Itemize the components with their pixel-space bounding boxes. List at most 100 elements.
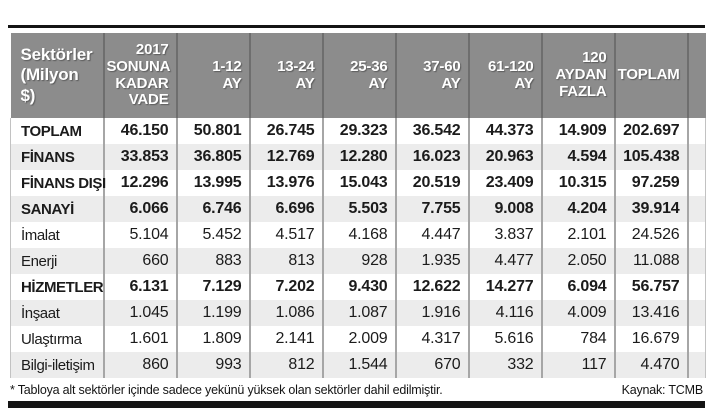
cell-value: 11.088 [613, 248, 688, 274]
table-header-row: Sektörler (Milyon $) 2017 SONUNA KADAR VA… [10, 33, 706, 118]
cell-value: 2.050 [540, 248, 615, 274]
cell-value: 105.438 [613, 144, 688, 170]
cell-value: 1.199 [175, 300, 250, 326]
bottom-rule [8, 401, 705, 408]
table-row: İmalat 5.104 5.452 4.517 4.168 4.447 3.837 2.10… [10, 222, 706, 248]
cell-value: 6.131 [102, 274, 177, 300]
table-body: TOPLAM 46.150 50.801 26.745 29.323 36.542 44.3… [10, 118, 706, 378]
cell-value: 14.277 [467, 274, 542, 300]
row-label: SANAYİ [10, 196, 104, 222]
cell-value: 3.837 [467, 222, 542, 248]
cell-value: 9.430 [321, 274, 396, 300]
cell-value: 50.801 [175, 118, 250, 144]
row-label: HİZMETLER [10, 274, 104, 300]
cell-value: 883 [175, 248, 250, 274]
row-label: FİNANS [10, 144, 104, 170]
cell-value: 12.769 [248, 144, 323, 170]
table-row: Ulaştırma 1.601 1.809 2.141 2.009 4.317 5.616 7… [10, 326, 706, 352]
cell-value: 4.477 [467, 248, 542, 274]
column-header-4: 25-36 AY [321, 33, 396, 118]
table-row: FİNANS 33.853 36.805 12.769 12.280 16.023 20.9… [10, 144, 706, 170]
cell-value: 5.104 [102, 222, 177, 248]
cell-value: 5.503 [321, 196, 396, 222]
cell-value: 1.935 [394, 248, 469, 274]
table-row: Enerji 660 883 813 928 1.935 4.477 2.050 11.088 [10, 248, 706, 274]
cell-value: 1.544 [321, 352, 396, 378]
row-filler [686, 274, 706, 300]
cell-value: 1.601 [102, 326, 177, 352]
cell-value: 97.259 [613, 170, 688, 196]
footnote-text: * Tabloya alt sektörler içinde sadece ye… [10, 383, 443, 397]
row-label: İnşaat [10, 300, 104, 326]
cell-value: 26.745 [248, 118, 323, 144]
row-filler [686, 170, 706, 196]
column-header-6: 61-120 AY [467, 33, 542, 118]
row-label: FİNANS DIŞI [10, 170, 106, 196]
cell-value: 36.805 [175, 144, 250, 170]
table-row: FİNANS DIŞI 12.296 13.995 13.976 15.043 20.51… [10, 170, 706, 196]
column-header-2: 1-12 AY [175, 33, 250, 118]
cell-value: 4.168 [321, 222, 396, 248]
row-label: Ulaştırma [10, 326, 104, 352]
header-filler [686, 33, 706, 118]
column-header-5: 37-60 AY [394, 33, 469, 118]
cell-value: 2.101 [540, 222, 615, 248]
cell-value: 39.914 [613, 196, 688, 222]
table-row: İnşaat 1.045 1.199 1.086 1.087 1.916 4.116 4.00… [10, 300, 706, 326]
cell-value: 6.696 [248, 196, 323, 222]
cell-value: 14.909 [540, 118, 615, 144]
cell-value: 1.086 [248, 300, 323, 326]
cell-value: 7.755 [394, 196, 469, 222]
column-header-8: TOPLAM [613, 33, 688, 118]
cell-value: 4.009 [540, 300, 615, 326]
row-label: Bilgi-iletişim [10, 352, 104, 378]
cell-value: 117 [540, 352, 615, 378]
cell-value: 20.519 [394, 170, 469, 196]
cell-value: 812 [248, 352, 323, 378]
cell-value: 1.809 [175, 326, 250, 352]
cell-value: 13.416 [613, 300, 688, 326]
cell-value: 23.409 [467, 170, 542, 196]
cell-value: 784 [540, 326, 615, 352]
row-filler [686, 222, 706, 248]
row-filler [686, 352, 706, 378]
cell-value: 44.373 [467, 118, 542, 144]
cell-value: 6.094 [540, 274, 615, 300]
row-filler [686, 248, 706, 274]
row-filler [686, 300, 706, 326]
cell-value: 13.976 [248, 170, 323, 196]
cell-value: 24.526 [613, 222, 688, 248]
cell-value: 9.008 [467, 196, 542, 222]
cell-value: 2.009 [321, 326, 396, 352]
column-header-1: 2017 SONUNA KADAR VADE [102, 33, 177, 118]
cell-value: 332 [467, 352, 542, 378]
source-credit: Kaynak: TCMB [621, 383, 704, 397]
row-label: TOPLAM [10, 118, 104, 144]
cell-value: 4.317 [394, 326, 469, 352]
row-filler [686, 144, 706, 170]
column-header-7: 120 AYDAN FAZLA [540, 33, 615, 118]
cell-value: 813 [248, 248, 323, 274]
cell-value: 7.202 [248, 274, 323, 300]
cell-value: 5.452 [175, 222, 250, 248]
cell-value: 860 [102, 352, 177, 378]
cell-value: 4.517 [248, 222, 323, 248]
cell-value: 660 [102, 248, 177, 274]
table-row: SANAYİ 6.066 6.746 6.696 5.503 7.755 9.008 4.20… [10, 196, 706, 222]
cell-value: 670 [394, 352, 469, 378]
top-rule [8, 25, 705, 28]
cell-value: 202.697 [613, 118, 688, 144]
cell-value: 928 [321, 248, 396, 274]
cell-value: 4.447 [394, 222, 469, 248]
sector-maturity-table: Sektörler (Milyon $) 2017 SONUNA KADAR VA… [10, 33, 706, 378]
cell-value: 1.916 [394, 300, 469, 326]
cell-value: 20.963 [467, 144, 542, 170]
row-filler [686, 196, 706, 222]
cell-value: 4.594 [540, 144, 615, 170]
cell-value: 33.853 [102, 144, 177, 170]
cell-value: 993 [175, 352, 250, 378]
cell-value: 4.116 [467, 300, 542, 326]
cell-value: 5.616 [467, 326, 542, 352]
cell-value: 12.296 [102, 170, 177, 196]
